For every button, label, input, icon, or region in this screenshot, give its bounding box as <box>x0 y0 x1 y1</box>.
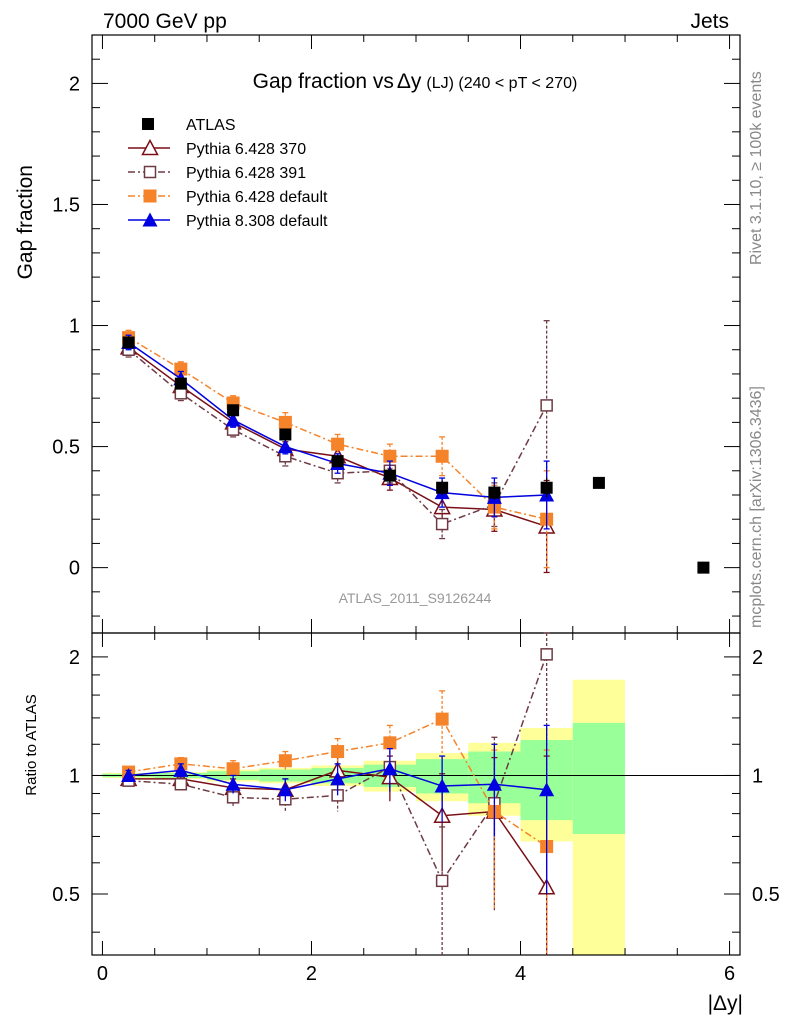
header-right-label: Jets <box>690 10 729 33</box>
ratio-data-point <box>277 782 293 797</box>
legend-marker-0 <box>141 138 159 156</box>
ratio-y-axis-label: Ratio to ATLAS <box>23 694 40 795</box>
ratio-data-point <box>173 762 189 777</box>
ratio-data-point <box>382 761 398 776</box>
series-line-2 <box>128 336 547 520</box>
mcplots-label: mcplots.cern.ch [arXiv:1306.3436] <box>748 386 765 628</box>
ratio-data-point <box>278 754 292 768</box>
x-tick-label: 2 <box>306 963 317 985</box>
ratio-data-point <box>121 767 137 782</box>
reference-point <box>540 481 553 494</box>
analysis-watermark: ATLAS_2011_S9126244 <box>339 590 492 606</box>
legend-label-3: Pythia 8.308 default <box>186 213 328 230</box>
reference-point <box>592 476 605 489</box>
data-point <box>174 362 188 376</box>
ratio-data-point <box>331 745 345 759</box>
reference-point <box>697 561 710 574</box>
ratio-data-point <box>435 712 449 726</box>
legend-marker-3 <box>142 212 158 227</box>
ratio-y-tick-label-right: 2 <box>752 647 763 669</box>
y-tick-label: 1 <box>69 316 80 338</box>
ratio-data-point <box>486 776 502 791</box>
ratio-y-tick-label-right: 0.5 <box>752 884 780 906</box>
ratio-y-tick-label-right: 1 <box>752 765 763 787</box>
y-tick-label: 2 <box>69 73 80 95</box>
reference-point <box>383 469 396 482</box>
reference-point <box>174 377 187 390</box>
reference-point <box>279 428 292 441</box>
ratio-data-point <box>383 736 397 750</box>
x-tick-label: 0 <box>97 963 108 985</box>
legend-label-atlas: ATLAS <box>186 117 236 134</box>
legend-marker-atlas <box>142 118 154 130</box>
data-point <box>278 415 292 429</box>
x-axis-label: |Δy| <box>708 992 743 1015</box>
legend: ATLAS Pythia 6.428 370 Pythia 6.428 391 Pyt… <box>128 117 328 230</box>
legend-label-1: Pythia 6.428 391 <box>186 165 306 182</box>
legend-label-0: Pythia 6.428 370 <box>186 141 306 158</box>
main-plot-area: 0 0.5 1 1.5 2 <box>52 34 741 634</box>
reference-point <box>436 481 449 494</box>
ratio-data-point <box>434 778 450 793</box>
chart-title: Gap fraction vs Δy (LJ) (240 < pT < 270) <box>253 70 578 93</box>
ratio-data-point <box>225 776 241 791</box>
ratio-data-point <box>435 874 449 888</box>
x-tick-label: 6 <box>724 963 735 985</box>
chart-title-main: Gap fraction vs <box>253 70 394 93</box>
y-tick-label: 0 <box>69 558 80 580</box>
ratio-data-point <box>539 782 555 797</box>
data-point <box>331 437 345 451</box>
ratio-y-tick-label: 0.5 <box>52 884 80 906</box>
legend-marker-2 <box>143 189 157 203</box>
ratio-y-tick-label: 2 <box>69 647 80 669</box>
data-point <box>225 412 241 427</box>
ratio-data-point <box>330 771 346 786</box>
reference-point <box>227 404 240 417</box>
x-tick-label: 4 <box>515 963 526 985</box>
reference-point <box>488 486 501 499</box>
data-point <box>435 517 449 531</box>
ratio-green-band <box>572 722 626 835</box>
data-point <box>277 439 293 454</box>
y-tick-label: 1.5 <box>52 194 80 216</box>
y-tick-label: 0.5 <box>52 437 80 459</box>
data-point <box>540 399 553 412</box>
rivet-version-label: Rivet 3.1.10, ≥ 100k events <box>748 71 765 265</box>
legend-label-2: Pythia 6.428 default <box>186 189 328 206</box>
y-axis-label: Gap fraction <box>14 165 37 279</box>
reference-point <box>122 336 135 349</box>
legend-marker-1 <box>143 165 157 179</box>
chart-title-delta: Δy <box>397 70 422 93</box>
ratio-data-point <box>540 648 553 661</box>
ratio-data-point <box>226 762 240 776</box>
ratio-y-tick-label: 1 <box>69 765 80 787</box>
data-point <box>383 449 397 463</box>
header-left-label: 7000 GeV pp <box>103 10 227 33</box>
ratio-plot-area: 0 2 4 6 0.5 0.5 1 1 2 2 <box>52 632 780 985</box>
reference-point <box>331 455 344 468</box>
data-point <box>435 449 449 463</box>
chart-title-sub: (LJ) (240 < pT < 270) <box>426 75 577 92</box>
ratio-data-point <box>174 777 188 791</box>
